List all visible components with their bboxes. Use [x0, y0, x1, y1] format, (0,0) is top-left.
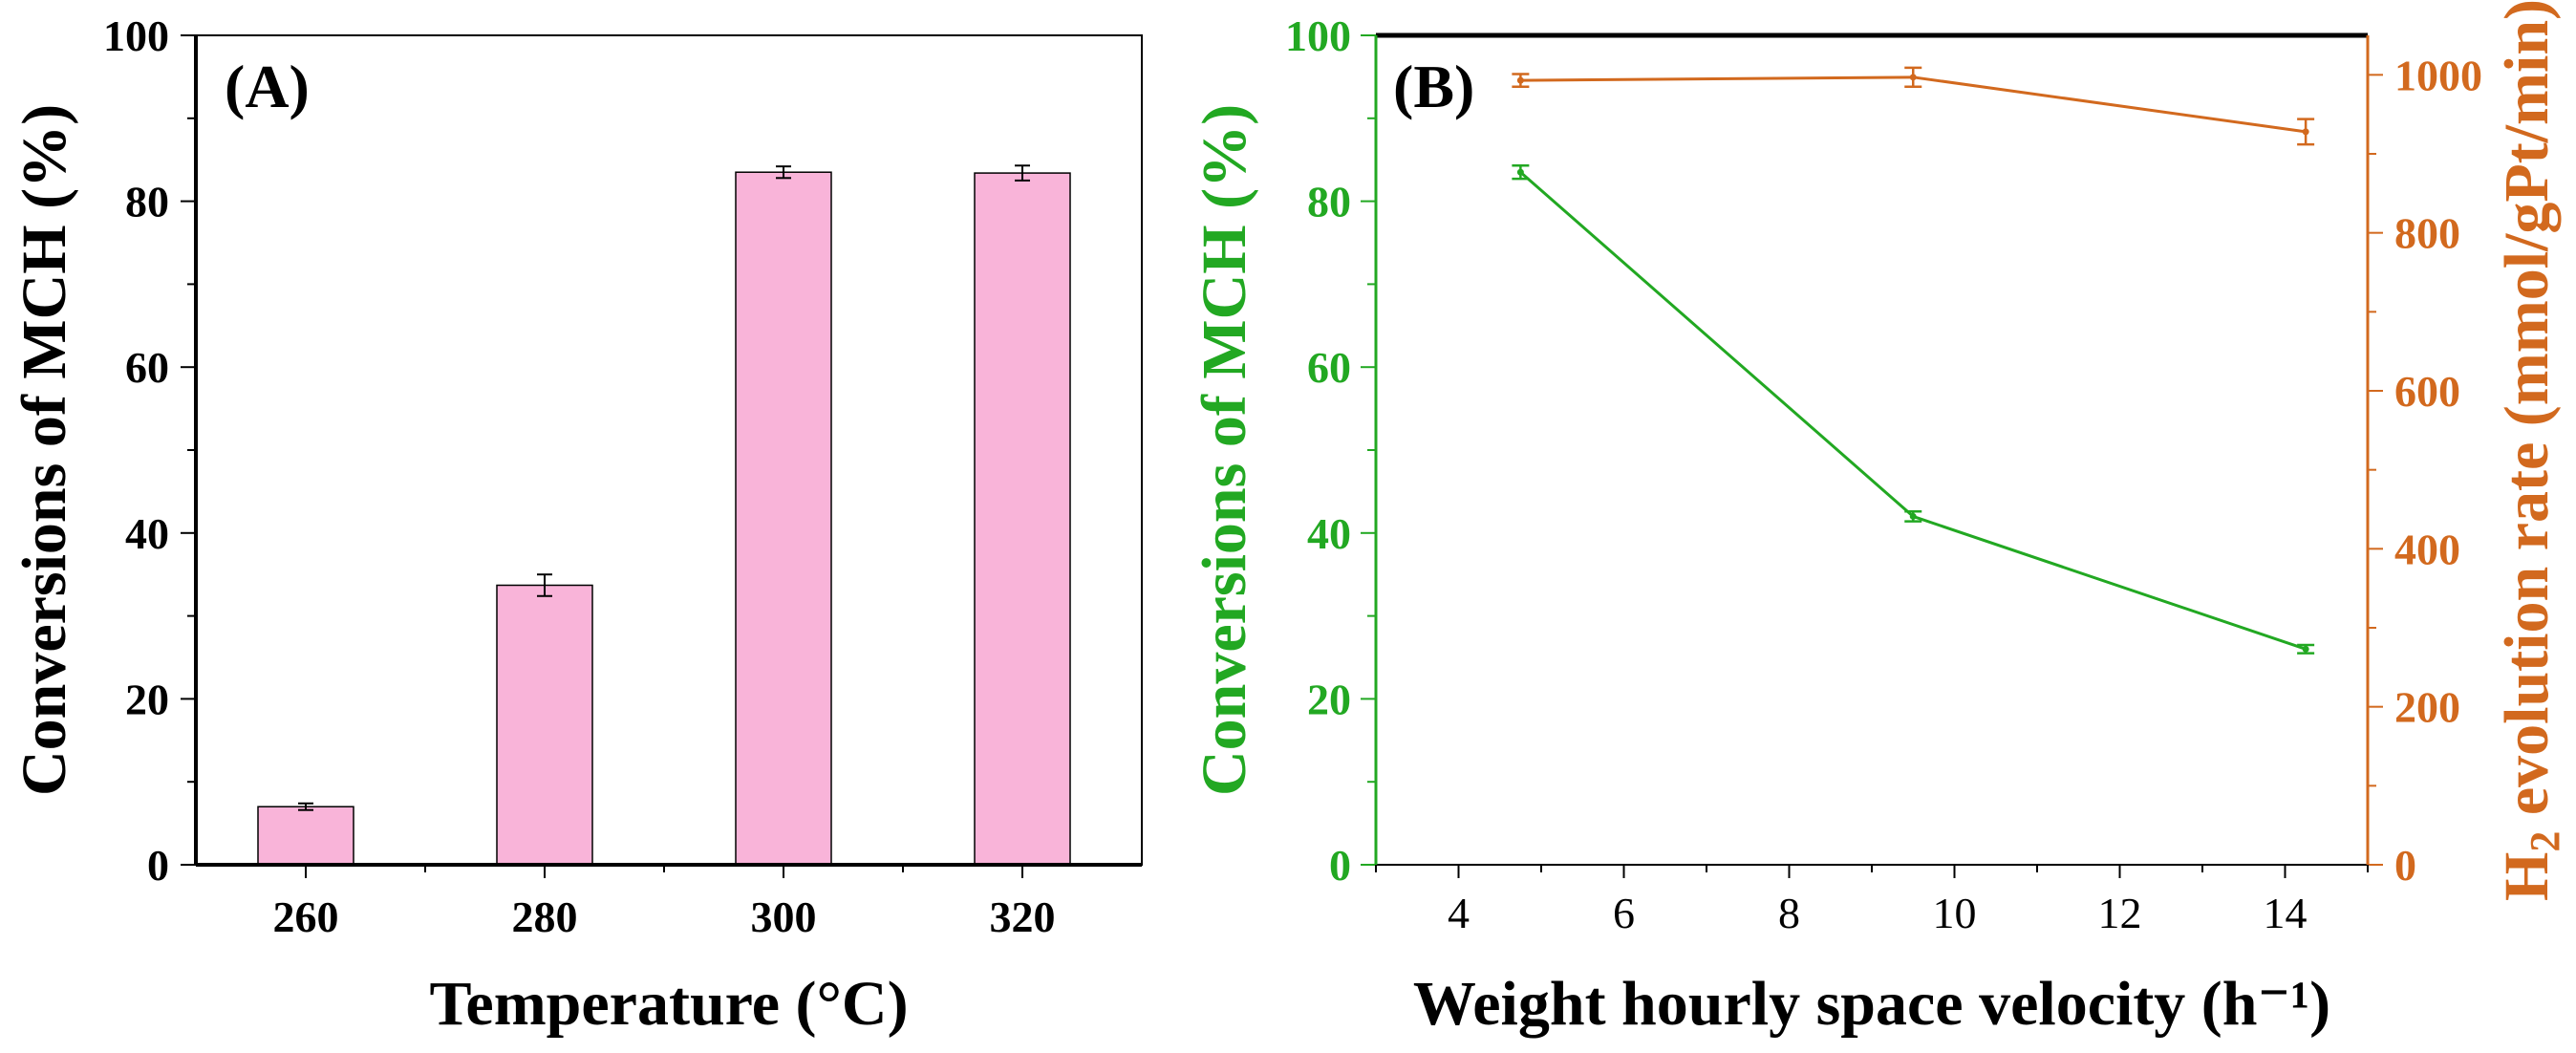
left-y-axis-ticks: 0 20 40 60 80 100 — [1285, 11, 1376, 890]
x-tick-label: 10 — [1933, 889, 1977, 937]
left-y-tick-label: 0 — [1329, 841, 1351, 890]
y-axis-title: Conversions of MCH (%) — [10, 104, 79, 796]
bar — [257, 806, 354, 866]
x-tick-label: 300 — [751, 892, 817, 941]
bar — [735, 171, 832, 866]
right-y-tick-label: 0 — [2394, 841, 2416, 890]
data-point — [1516, 168, 1524, 176]
y-tick-label: 0 — [147, 841, 169, 890]
left-y-tick-label: 40 — [1307, 509, 1351, 558]
right-y-axis-title: H2 evolution rate (mmol/gPt/min) — [2492, 0, 2568, 901]
panel-label: (A) — [225, 53, 310, 120]
right-y-axis-ticks: 0 200 400 600 800 1000 — [2368, 51, 2482, 890]
left-y-tick-label: 80 — [1307, 178, 1351, 226]
bars-group — [257, 171, 1071, 866]
x-tick-label: 4 — [1448, 889, 1470, 937]
series-lines — [1512, 66, 2315, 655]
right-y-tick-label: 600 — [2394, 367, 2460, 416]
right-y-tick-label: 400 — [2394, 525, 2460, 573]
y-tick-label: 20 — [125, 675, 169, 723]
data-point — [2302, 128, 2309, 136]
left-y-axis-title: Conversions of MCH (%) — [1190, 104, 1259, 796]
right-y-tick-label: 200 — [2394, 683, 2460, 732]
x-axis-title: Weight hourly space velocity (h⁻¹) — [1413, 969, 2330, 1039]
y-tick-label: 40 — [125, 509, 169, 558]
data-point — [1909, 512, 1917, 520]
y-tick-label: 80 — [125, 178, 169, 226]
right-y-tick-label: 1000 — [2394, 51, 2482, 99]
y-tick-label: 60 — [125, 343, 169, 392]
x-axis-title: Temperature (°C) — [429, 969, 908, 1039]
x-tick-label: 280 — [512, 892, 578, 941]
bar — [496, 584, 593, 866]
bar — [974, 172, 1071, 866]
x-tick-label: 8 — [1778, 889, 1800, 937]
y-axis-ticks: 0 20 40 60 80 100 — [103, 11, 196, 890]
data-point — [1516, 76, 1524, 84]
panel-a: 0 20 40 60 80 100 260 280 300 320 (A) Temperatur… — [10, 11, 1143, 1039]
x-tick-label: 12 — [2098, 889, 2142, 937]
y-tick-label: 100 — [103, 11, 169, 60]
x-tick-label: 14 — [2264, 889, 2308, 937]
left-y-tick-label: 100 — [1285, 11, 1351, 60]
left-y-tick-label: 60 — [1307, 343, 1351, 392]
error-bars-group — [298, 164, 1030, 811]
panel-label: (B) — [1393, 53, 1474, 120]
panel-b: 0 20 40 60 80 100 0 200 400 600 800 1000 4 6 8 10 12 14… — [1190, 0, 2568, 1039]
x-axis-ticks: 260 280 300 320 — [273, 865, 1056, 941]
right-y-tick-label: 800 — [2394, 209, 2460, 258]
x-axis-ticks: 4 6 8 10 12 14 — [1375, 865, 2369, 937]
data-point — [1909, 74, 1917, 81]
x-tick-label: 320 — [990, 892, 1056, 941]
left-y-tick-label: 20 — [1307, 675, 1351, 723]
x-tick-label: 260 — [273, 892, 339, 941]
x-tick-label: 6 — [1613, 889, 1635, 937]
data-point — [2302, 645, 2309, 653]
series-line-0 — [1519, 171, 2307, 651]
